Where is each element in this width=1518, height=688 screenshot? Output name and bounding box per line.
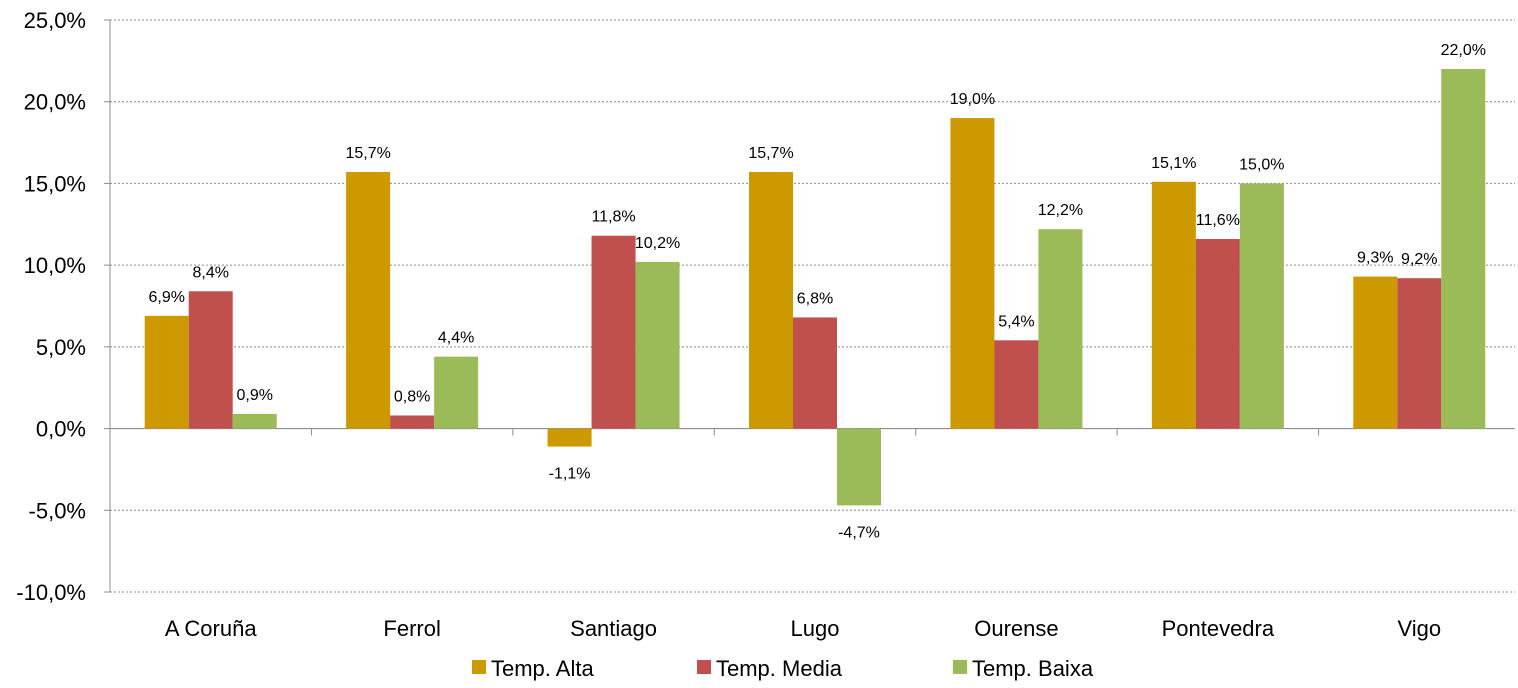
data-label: -4,7% — [838, 524, 880, 541]
bar — [232, 413, 277, 429]
data-label: 11,8% — [591, 209, 635, 226]
bar — [1195, 238, 1240, 429]
data-label: 0,8% — [394, 388, 430, 405]
bar — [547, 428, 592, 447]
y-tick-label: -5,0% — [29, 498, 86, 523]
legend-swatch — [953, 660, 967, 674]
bar — [837, 428, 881, 506]
y-tick-labels: -10,0% -5,0% 0,0% 5,0% 10,0% 15,0% 20,0% 25,0% — [16, 8, 86, 605]
y-tick-label: 5,0% — [36, 335, 86, 360]
bars — [144, 69, 1486, 506]
y-tick-label: 15,0% — [24, 171, 86, 196]
category-label: Ferrol — [383, 616, 440, 641]
category-label: Ourense — [974, 616, 1058, 641]
legend-swatch — [472, 660, 486, 674]
bar — [793, 317, 837, 429]
category-label: Santiago — [570, 616, 657, 641]
bar — [434, 356, 479, 429]
data-label: 9,3% — [1357, 250, 1393, 267]
y-tick-label: 25,0% — [24, 8, 86, 33]
data-label: 10,2% — [635, 235, 680, 252]
data-label: 6,8% — [797, 290, 833, 307]
data-label: 19,0% — [950, 91, 995, 108]
data-label: 15,7% — [748, 145, 793, 162]
bar — [1397, 278, 1442, 429]
data-labels: 6,9% 8,4% 0,9% 15,7% 0,8% 4,4% -1,1% 11,8%10,2%… — [148, 42, 1485, 541]
bar — [188, 291, 233, 429]
data-label: 9,2% — [1401, 251, 1437, 268]
bar — [749, 171, 793, 429]
legend-label: Temp. Baixa — [972, 656, 1094, 681]
y-tick-label: 10,0% — [24, 253, 86, 278]
legend-label: Temp. Media — [716, 656, 843, 681]
legend: Temp. Alta Temp. Media Temp. Baixa — [472, 656, 1094, 681]
y-tick-label: 20,0% — [24, 90, 86, 115]
legend-swatch — [697, 660, 711, 674]
legend-label: Temp. Alta — [491, 656, 594, 681]
data-label: 15,7% — [345, 145, 390, 162]
bar — [591, 235, 636, 429]
data-label: -1,1% — [549, 466, 591, 483]
bar — [1441, 69, 1486, 429]
bar — [1038, 229, 1083, 429]
bar — [346, 171, 391, 429]
category-label: Lugo — [791, 616, 840, 641]
y-tick-label: 0,0% — [36, 417, 86, 442]
bar — [994, 340, 1039, 429]
category-label: Pontevedra — [1162, 616, 1275, 641]
data-label: 15,0% — [1239, 156, 1284, 173]
data-label: 6,9% — [148, 289, 184, 306]
data-label: 12,2% — [1038, 202, 1083, 219]
data-label: 15,1% — [1151, 155, 1196, 172]
data-label: 11,6% — [1196, 212, 1240, 229]
bar — [1151, 181, 1196, 429]
category-label: A Coruña — [165, 616, 257, 641]
bar — [1353, 276, 1398, 429]
category-labels: A Coruña Ferrol Santiago Lugo Ourense Ponteve… — [165, 616, 1441, 641]
bar — [950, 118, 995, 429]
data-label: 0,9% — [236, 387, 272, 404]
bar — [390, 415, 435, 429]
category-label: Vigo — [1397, 616, 1441, 641]
bar — [1239, 183, 1284, 429]
bar — [144, 315, 189, 429]
data-label: 5,4% — [998, 313, 1034, 330]
data-label: 8,4% — [192, 264, 228, 281]
data-label: 22,0% — [1441, 42, 1486, 59]
bar — [635, 261, 680, 429]
data-label: 4,4% — [438, 330, 474, 347]
y-tick-label: -10,0% — [16, 580, 86, 605]
